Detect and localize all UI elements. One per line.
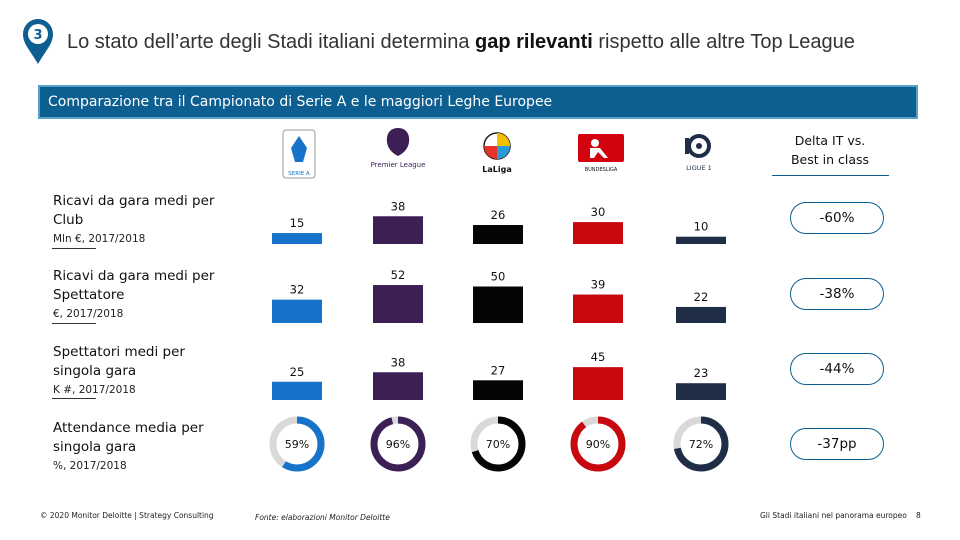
bar-laliga-s0 [473, 225, 523, 244]
bar-value-label: 50 [491, 270, 506, 284]
delta-pill-ricavi-spettatore: -38% [790, 278, 884, 310]
row-unit-ricavi-club: Mln €, 2017/2018 [53, 233, 146, 245]
delta-pill-ricavi-club: -60% [790, 202, 884, 234]
footer-doc-title: Gli Stadi italiani nel panorama europeo [760, 511, 907, 520]
page-title: Lo stato dell’arte degli Stadi italiani … [67, 31, 855, 53]
bar-ligue1-s2 [676, 383, 726, 400]
slide-number: 3 [33, 28, 42, 43]
footer-copyright: © 2020 Monitor Deloitte | Strategy Consu… [40, 511, 214, 520]
row-label-spettatori: Spettatori medi per singola gara [53, 344, 185, 379]
bar-value-label: 38 [391, 199, 406, 213]
svg-text:LIGUE 1: LIGUE 1 [686, 164, 712, 172]
bar-premier-s2 [373, 372, 423, 400]
row-unit-spettatori: K #, 2017/2018 [53, 384, 136, 396]
donut-ligue1 [673, 416, 729, 472]
bar-ligue1-s0 [676, 236, 726, 244]
donut-serie_a [269, 416, 325, 472]
premier-league-logo: Premier League [371, 128, 426, 169]
donut-value-label: 90% [586, 438, 610, 451]
bar-value-label: 52 [391, 268, 406, 282]
delta-header-underline [772, 175, 889, 176]
svg-text:BUNDESLIGA: BUNDESLIGA [585, 167, 618, 173]
bar-ligue1-s1 [676, 306, 726, 323]
bar-value-label: 26 [491, 208, 506, 222]
league-logos: SERIE A Premier League LaLiga BUNDESLIGA… [282, 128, 712, 179]
donut-value-label: 59% [285, 438, 309, 451]
bar-serie_a-s0 [272, 233, 322, 244]
bar-value-label: 38 [391, 355, 406, 369]
bar-value-label: 30 [591, 205, 606, 219]
bar-value-label: 15 [290, 216, 305, 230]
bar-bundesliga-s0 [573, 222, 623, 244]
slide-number-pin: 3 [23, 19, 53, 64]
bar-value-label: 25 [290, 365, 305, 379]
row-unit-ricavi-spettatore: €, 2017/2018 [53, 308, 124, 320]
row-unit-attendance: %, 2017/2018 [53, 460, 127, 472]
bar-value-label: 45 [591, 350, 606, 364]
bar-value-label: 23 [694, 366, 709, 380]
bar-premier-s0 [373, 216, 423, 244]
title-emphasis: gap rilevanti [475, 31, 593, 53]
bar-value-label: 22 [694, 290, 709, 304]
bar-laliga-s1 [473, 286, 523, 323]
bar-bundesliga-s1 [573, 294, 623, 323]
laliga-logo: LaLiga [482, 132, 512, 174]
row-separator [52, 323, 96, 324]
bar-value-label: 39 [591, 278, 606, 292]
row-separator [52, 248, 96, 249]
section-banner: Comparazione tra il Campionato di Serie … [38, 85, 918, 119]
bar-value-label: 27 [491, 363, 506, 377]
page-number: 8 [916, 511, 921, 520]
bundesliga-logo: BUNDESLIGA [578, 134, 624, 173]
bar-laliga-s2 [473, 380, 523, 400]
bar-value-label: 10 [694, 220, 709, 234]
row-label-ricavi-spettatore: Ricavi da gara medi per Spettatore [53, 268, 215, 303]
delta-pill-attendance: -37pp [790, 428, 884, 460]
donut-value-label: 96% [386, 438, 410, 451]
donut-premier [370, 416, 426, 472]
svg-text:SERIE A: SERIE A [288, 171, 310, 177]
bar-serie_a-s1 [272, 299, 322, 323]
donut-bundesliga [570, 416, 626, 472]
row-label-ricavi-club: Ricavi da gara medi per Club [53, 193, 215, 228]
bar-premier-s1 [373, 285, 423, 323]
donut-value-label: 70% [486, 438, 510, 451]
ligue1-logo: LIGUE 1 [685, 134, 712, 172]
svg-text:LaLiga: LaLiga [482, 165, 511, 174]
bar-bundesliga-s2 [573, 367, 623, 400]
delta-header: Delta IT vs. Best in class [790, 133, 870, 167]
svg-text:Premier League: Premier League [371, 161, 426, 169]
bar-value-label: 32 [290, 283, 305, 297]
delta-pill-spettatori: -44% [790, 353, 884, 385]
row-separator [52, 398, 96, 399]
footer-source: Fonte: elaborazioni Monitor Deloitte [255, 513, 390, 522]
row-label-attendance: Attendance media per singola gara [53, 420, 204, 455]
bar-serie_a-s2 [272, 381, 322, 400]
serie-a-logo: SERIE A [282, 129, 316, 179]
donut-laliga [470, 416, 526, 472]
donut-value-label: 72% [689, 438, 713, 451]
